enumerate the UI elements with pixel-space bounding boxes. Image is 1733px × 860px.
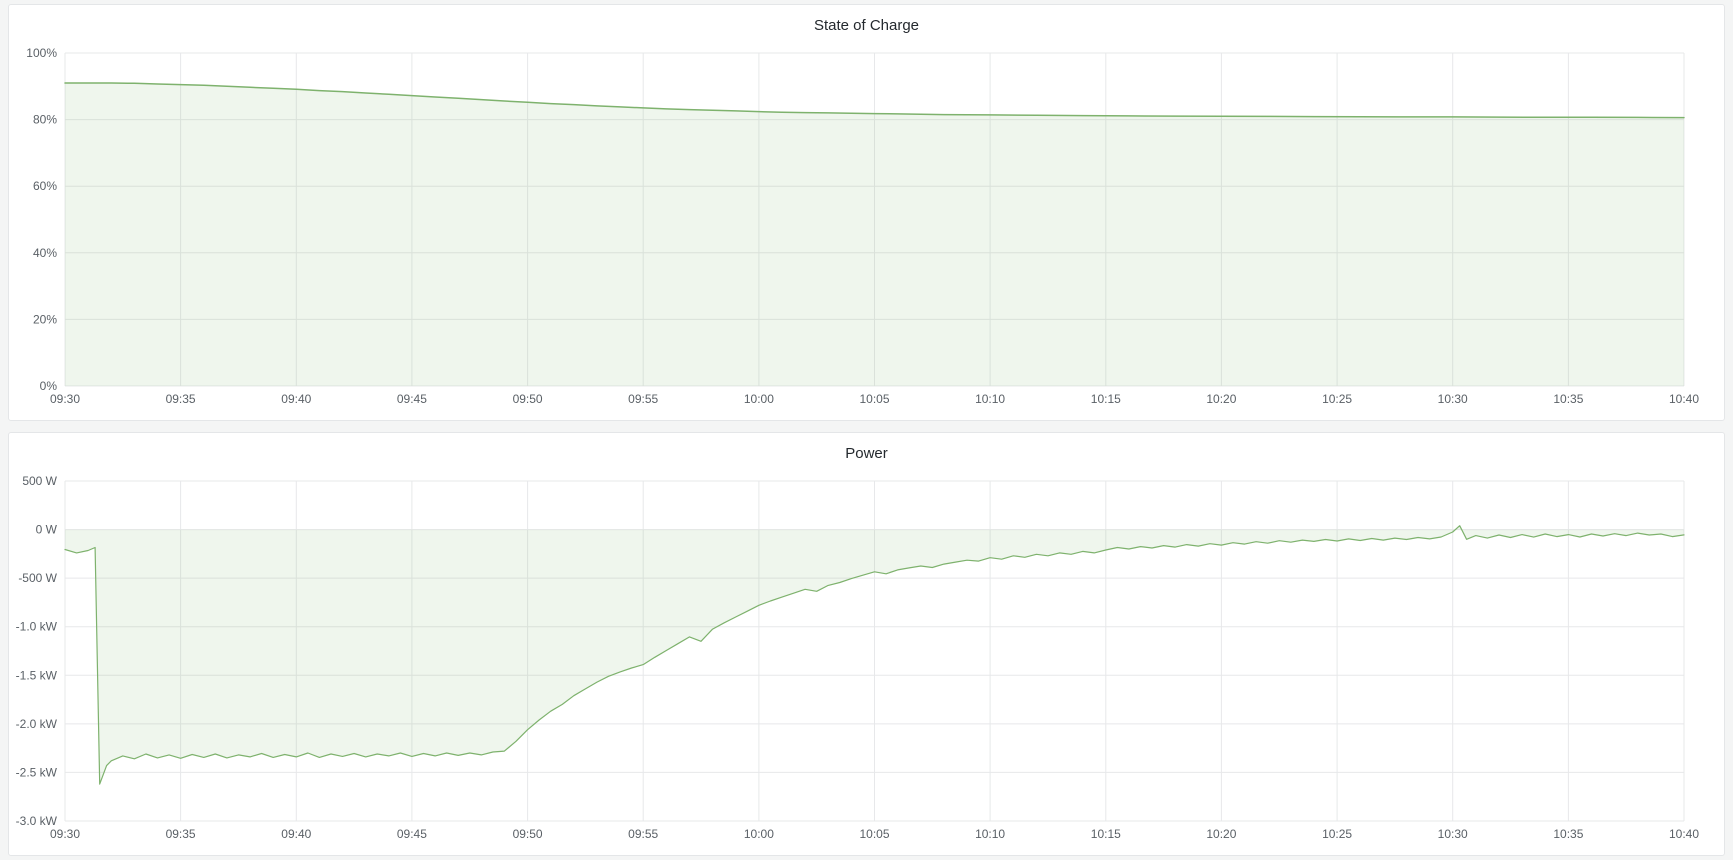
- svg-text:10:30: 10:30: [1438, 827, 1468, 841]
- svg-text:-3.0 kW: -3.0 kW: [16, 814, 58, 828]
- svg-text:500 W: 500 W: [22, 474, 57, 488]
- svg-text:10:10: 10:10: [975, 827, 1005, 841]
- svg-text:0 W: 0 W: [36, 523, 58, 537]
- svg-text:10:40: 10:40: [1669, 827, 1699, 841]
- svg-text:09:30: 09:30: [50, 827, 80, 841]
- svg-text:10:05: 10:05: [859, 827, 889, 841]
- panel-state-of-charge: State of Charge 0% 20% 40% 60% 80% 100% 09:30 0…: [8, 4, 1725, 421]
- svg-text:-2.0 kW: -2.0 kW: [16, 717, 58, 731]
- svg-text:09:45: 09:45: [397, 827, 427, 841]
- svg-text:09:45: 09:45: [397, 392, 427, 406]
- svg-text:10:35: 10:35: [1553, 392, 1583, 406]
- svg-text:10:35: 10:35: [1553, 827, 1583, 841]
- svg-text:-2.5 kW: -2.5 kW: [16, 765, 58, 779]
- svg-text:10:25: 10:25: [1322, 392, 1352, 406]
- svg-text:10:40: 10:40: [1669, 392, 1699, 406]
- svg-text:09:55: 09:55: [628, 827, 658, 841]
- svg-text:10:20: 10:20: [1206, 392, 1236, 406]
- panel-title-power[interactable]: Power: [845, 444, 888, 462]
- svg-text:09:30: 09:30: [50, 392, 80, 406]
- svg-text:10:00: 10:00: [744, 827, 774, 841]
- svg-text:09:55: 09:55: [628, 392, 658, 406]
- svg-text:10:15: 10:15: [1091, 827, 1121, 841]
- svg-text:09:35: 09:35: [166, 827, 196, 841]
- svg-text:09:35: 09:35: [166, 392, 196, 406]
- panel-header[interactable]: Power: [9, 433, 1724, 473]
- panel-title-state-of-charge[interactable]: State of Charge: [813, 16, 920, 34]
- svg-text:10:10: 10:10: [975, 392, 1005, 406]
- svg-text:09:40: 09:40: [281, 827, 311, 841]
- power-chart[interactable]: 500 W 0 W -500 W -1.0 kW -1.5 kW -2.0 kW -2.5 …: [9, 473, 1724, 851]
- svg-text:09:50: 09:50: [513, 827, 543, 841]
- svg-text:10:15: 10:15: [1091, 392, 1121, 406]
- svg-text:40%: 40%: [33, 246, 57, 260]
- svg-text:10:05: 10:05: [859, 392, 889, 406]
- panel-header[interactable]: State of Charge: [9, 5, 1724, 45]
- panel-power: Power 500 W 0 W -500 W -1.0 kW -1.5 kW -2.0 k…: [8, 432, 1725, 856]
- svg-text:0%: 0%: [40, 379, 58, 393]
- svg-text:-1.0 kW: -1.0 kW: [16, 620, 58, 634]
- svg-text:09:40: 09:40: [281, 392, 311, 406]
- svg-text:-1.5 kW: -1.5 kW: [16, 668, 58, 682]
- svg-text:10:20: 10:20: [1206, 827, 1236, 841]
- svg-text:80%: 80%: [33, 113, 57, 127]
- state-of-charge-chart[interactable]: 0% 20% 40% 60% 80% 100% 09:30 09:35 09:40 09:45 09…: [9, 45, 1724, 416]
- svg-text:-500 W: -500 W: [18, 571, 57, 585]
- svg-text:10:00: 10:00: [744, 392, 774, 406]
- svg-text:10:30: 10:30: [1438, 392, 1468, 406]
- svg-text:60%: 60%: [33, 179, 57, 193]
- svg-text:10:25: 10:25: [1322, 827, 1352, 841]
- svg-text:09:50: 09:50: [513, 392, 543, 406]
- svg-text:100%: 100%: [26, 46, 57, 60]
- svg-text:20%: 20%: [33, 312, 57, 326]
